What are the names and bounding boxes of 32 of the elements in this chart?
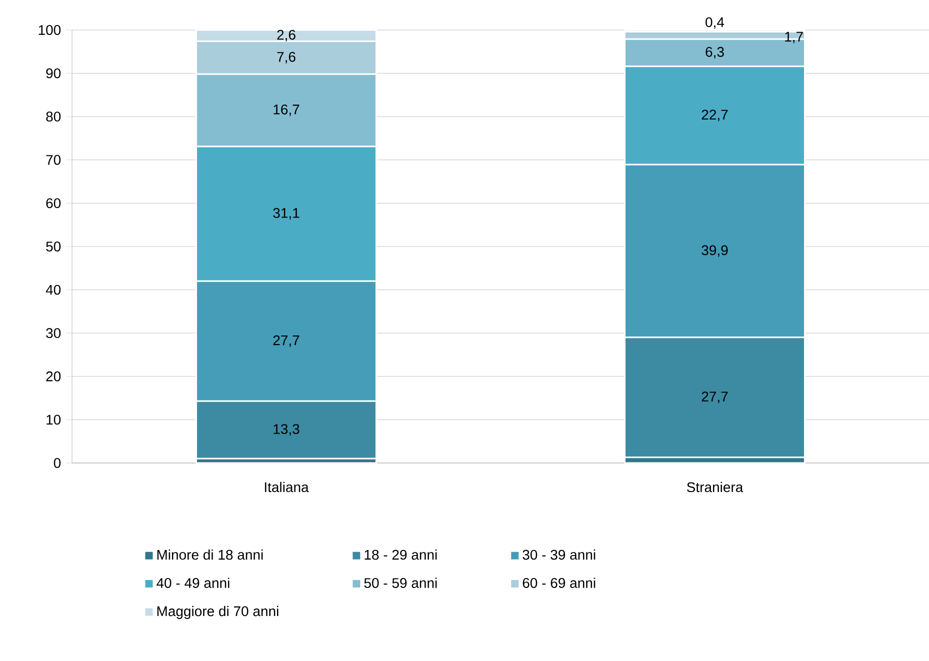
y-tick-label: 60 — [46, 198, 61, 208]
legend-label: 60 - 69 anni — [522, 578, 596, 588]
y-tick-label: 0 — [54, 458, 61, 468]
x-tick-label: Straniera — [686, 482, 744, 492]
data-label: 13,3 — [274, 424, 300, 436]
y-tick-label: 70 — [46, 154, 61, 165]
y-tick-label: 50 — [46, 242, 61, 252]
legend-label: 30 - 39 anni — [522, 549, 596, 560]
data-label: 31,1 — [273, 208, 300, 220]
y-tick-label: 20 — [46, 371, 61, 382]
legend-label: Minore di 18 anni — [157, 549, 263, 560]
data-label: 22,7 — [702, 110, 728, 122]
legend-label: 40 - 49 anni — [156, 578, 230, 588]
data-label: 1,7 — [785, 32, 803, 44]
x-tick-label: Italiana — [264, 482, 309, 492]
y-tick-label: 30 — [46, 328, 61, 338]
data-label: 2,6 — [277, 30, 296, 42]
y-tick-label: 80 — [46, 112, 61, 122]
data-label: 39,9 — [702, 245, 728, 257]
legend-label: Maggiore di 70 anni — [157, 606, 278, 619]
data-label: 0,4 — [706, 17, 724, 29]
data-label: 27,7 — [702, 392, 728, 404]
data-label: 16,7 — [274, 104, 300, 116]
y-tick-label: 40 — [46, 284, 61, 295]
data-label: 6,3 — [706, 46, 724, 59]
data-label: 7,6 — [277, 52, 296, 64]
y-tick-label: 90 — [46, 68, 61, 78]
legend-label: 50 - 59 anni — [364, 578, 437, 588]
y-tick-label: 100 — [38, 25, 61, 35]
data-label: 27,7 — [273, 335, 300, 347]
y-tick-label: 10 — [46, 414, 61, 425]
legend-label: 18 - 29 anni — [364, 549, 437, 560]
